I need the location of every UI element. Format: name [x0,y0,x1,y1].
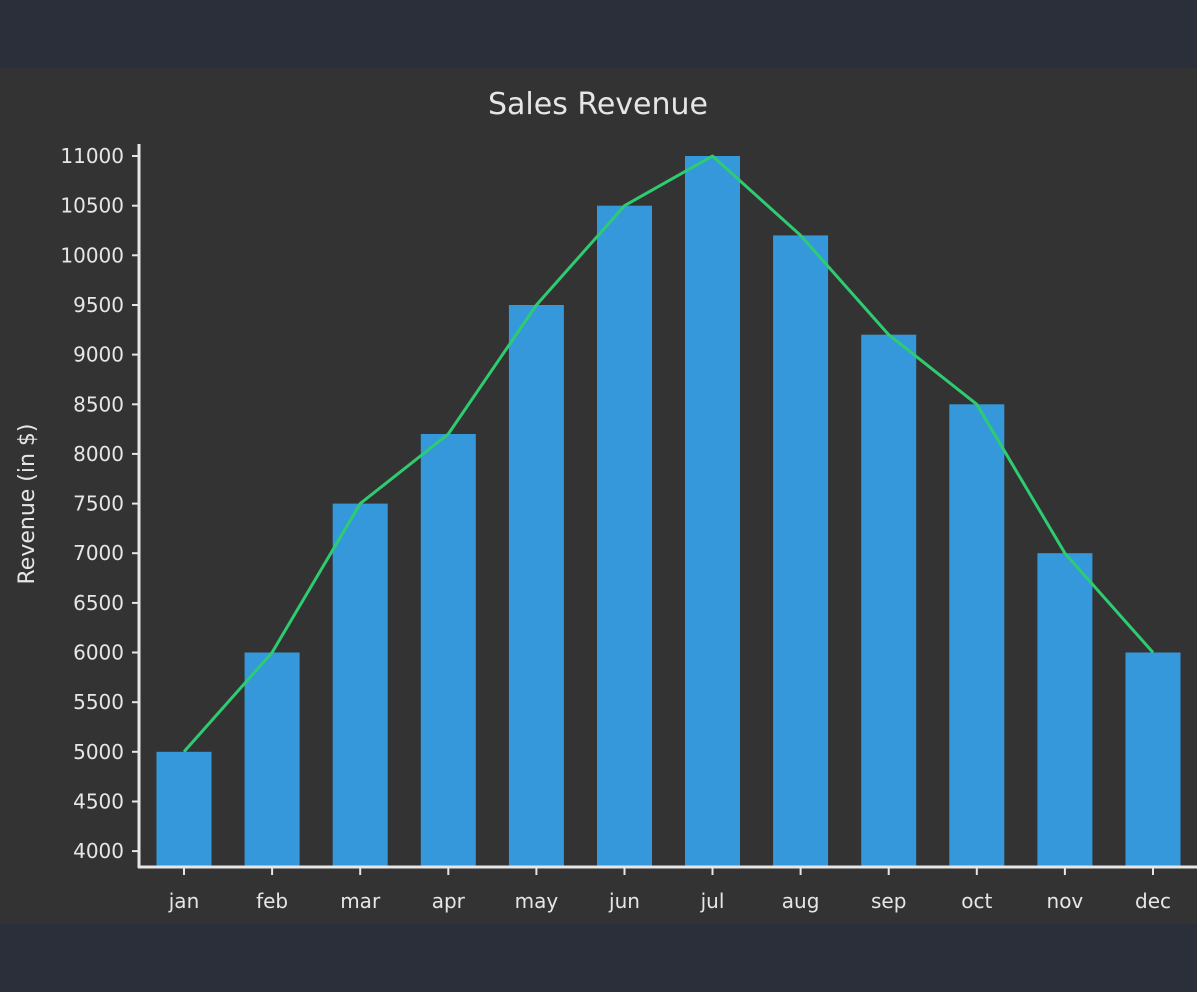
y-axis: 4000 4500 5000 5500 6000 6500 7000 7500 8000 8500… [60,144,141,868]
y-tick-label-9500: 9500 [73,293,124,317]
bottom-background-band [0,924,1197,992]
bar-mar [332,503,388,866]
bar-feb [244,652,300,866]
x-tick-label-aug: aug [782,889,820,913]
y-tick-label-7500: 7500 [73,492,124,516]
bar-apr [420,434,476,866]
y-tick-label-11000: 11000 [60,144,124,168]
bar-jun [597,205,652,866]
y-tick-label-5000: 5000 [73,740,124,764]
bar-sep [861,334,917,866]
x-tick-label-apr: apr [432,889,466,913]
y-tick-label-7000: 7000 [73,541,124,565]
line-series-group [182,154,1155,753]
x-tick-label-jan: jan [168,889,200,913]
y-tick-label-10500: 10500 [60,194,124,218]
x-tick-label-sep: sep [871,889,906,913]
y-tick-label-8500: 8500 [73,392,124,416]
y-tick-label-9000: 9000 [73,343,124,367]
bar-oct [949,404,1005,866]
x-tick-label-nov: nov [1047,889,1084,913]
bar-nov [1037,553,1093,866]
chart-title: Sales Revenue [488,87,708,122]
bar-jul [685,156,740,866]
bar-may [508,305,564,866]
x-tick-label-mar: mar [340,889,381,913]
x-tick-label-dec: dec [1135,889,1171,913]
top-background-band [0,0,1197,68]
x-tick-label-may: may [515,889,559,913]
y-tick-label-8000: 8000 [73,442,124,466]
x-tick-label-jun: jun [608,889,640,913]
x-tick-label-oct: oct [961,889,992,913]
y-tick-label-10000: 10000 [60,243,124,267]
revenue-line [182,154,1155,753]
chart-panel: Sales Revenue Revenue (in $) 4000 4500 500… [0,68,1197,924]
x-axis: jan feb mar apr may jun jul aug sep oct nov dec [138,865,1197,913]
sales-revenue-chart: Sales Revenue Revenue (in $) 4000 4500 500… [15,87,1197,913]
y-tick-label-4000: 4000 [73,839,124,863]
x-tick-label-feb: feb [256,889,288,913]
y-tick-label-4500: 4500 [73,790,124,814]
bar-jan [156,751,212,866]
x-tick-label-jul: jul [700,889,725,913]
y-tick-label-6500: 6500 [73,591,124,615]
y-axis-label: Revenue (in $) [15,423,40,584]
y-tick-label-5500: 5500 [73,690,124,714]
bar-aug [773,235,829,866]
bar-dec [1125,652,1181,866]
y-tick-label-6000: 6000 [73,641,124,665]
bars-group [156,156,1181,866]
